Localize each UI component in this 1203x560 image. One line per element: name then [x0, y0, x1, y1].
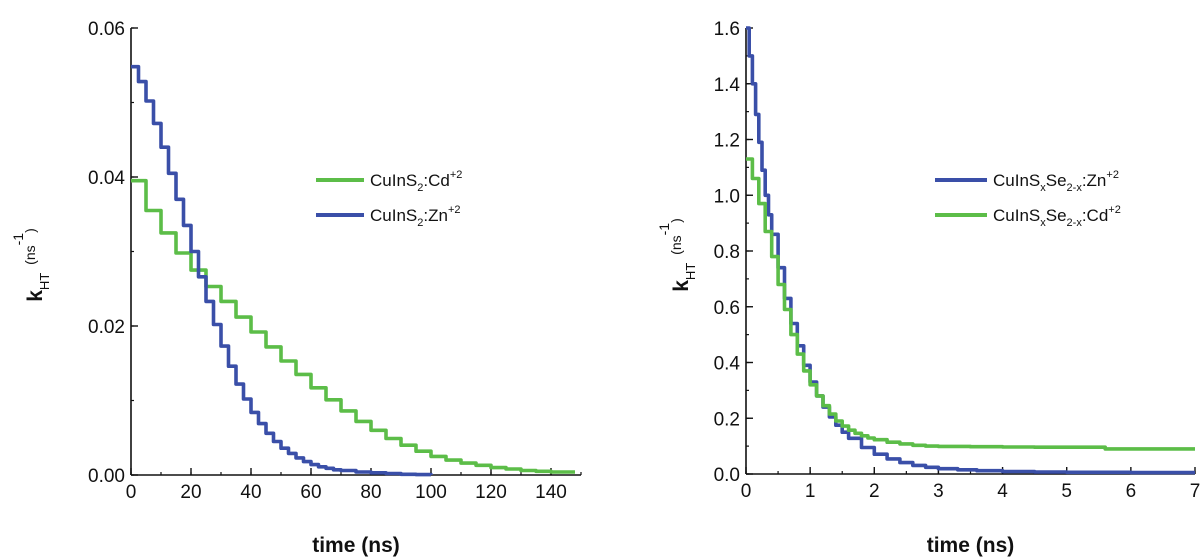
x-tick-label: 6: [1126, 481, 1137, 502]
series-line-1: [746, 26, 1195, 475]
x-tick-label: 5: [1061, 481, 1072, 502]
y-tick-label: 1.6: [714, 19, 740, 40]
y-axis-title-text: kHT (ns-1): [656, 218, 698, 292]
y-tick-label: 0.2: [714, 409, 740, 430]
x-tick-label: 0: [126, 482, 137, 503]
x-tick-label: 1: [805, 481, 816, 502]
series-line-2: [131, 64, 433, 477]
y-tick-label: 1.0: [714, 186, 740, 207]
x-tick-label: 0: [741, 481, 752, 502]
legend-label: CuInSxSe2-x:Cd+2: [993, 204, 1121, 229]
y-tick-label: 0.0: [714, 465, 740, 486]
x-axis-title: time (ns): [927, 534, 1015, 557]
y-tick-label: 0.04: [88, 168, 125, 189]
x-axis-title: time (ns): [312, 534, 400, 557]
legend-label: CuInSxSe2-x:Zn+2: [993, 169, 1119, 194]
legend-label: CuInS2:Cd+2: [370, 169, 462, 194]
y-tick-label: 0.02: [88, 317, 125, 338]
series-line-1: [131, 178, 575, 474]
y-tick-label: 0.8: [714, 242, 740, 263]
y-tick-label: 0.4: [714, 354, 741, 375]
x-tick-label: 7: [1190, 481, 1201, 502]
x-tick-label: 120: [475, 482, 507, 503]
x-tick-label: 20: [180, 482, 201, 503]
chart-panel-2: 0 1 2 3 4 5 6 7 0.0 0.2 0.4 0.6 0.8 1.0 1.2 1.4 1.6 time …: [656, 19, 1200, 557]
x-tick-label: 2: [869, 481, 880, 502]
y-axis-title: kHT (ns-1): [10, 228, 52, 302]
x-tick-label: 140: [535, 482, 567, 503]
chart-panel-1: 0 20 40 60 80 100 120 140 0.00 0.02 0.04 0.06 time (…: [10, 19, 582, 557]
x-tick-label: 4: [997, 481, 1008, 502]
legend-label: CuInS2:Zn+2: [370, 204, 460, 229]
series-line-2: [746, 157, 1195, 451]
x-tick-label: 3: [933, 481, 944, 502]
x-tick-label: 100: [415, 482, 447, 503]
y-tick-label: 0.6: [714, 298, 740, 319]
x-tick-label: 80: [360, 482, 381, 503]
y-axis-title: kHT (ns-1): [656, 218, 698, 292]
y-axis-title-text: kHT (ns-1): [10, 228, 52, 302]
y-tick-label: 0.06: [88, 19, 125, 40]
y-tick-label: 0.00: [88, 466, 125, 487]
x-tick-label: 40: [240, 482, 261, 503]
y-tick-label: 1.2: [714, 131, 740, 152]
x-tick-label: 60: [300, 482, 321, 503]
y-tick-label: 1.4: [714, 75, 741, 96]
